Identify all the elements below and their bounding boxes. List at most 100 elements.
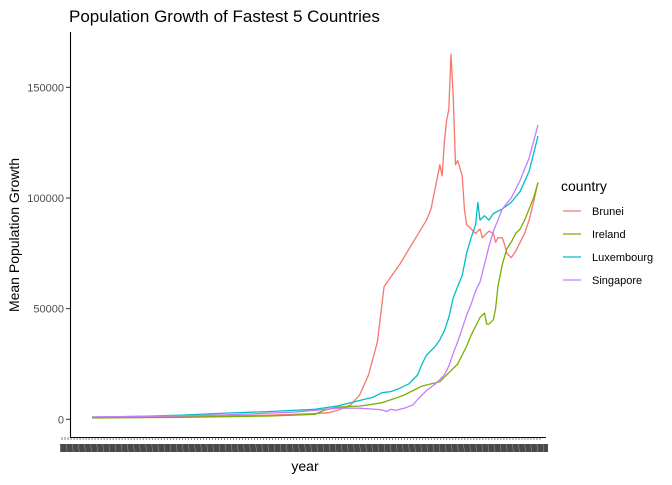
x-tick-label-texture (285, 443, 288, 453)
y-ticks: 0 50000 100000 150000 (27, 82, 70, 426)
x-tick-label-texture (237, 443, 239, 453)
x-tick-label-texture (389, 443, 392, 453)
series-line-ireland (91, 182, 539, 419)
chart-title: Population Growth of Fastest 5 Countries (69, 7, 380, 26)
x-tick-label-texture (145, 443, 147, 453)
x-tick-label-texture (444, 443, 447, 453)
x-tick-labels-overlap (60, 444, 548, 452)
x-tick-label-texture (450, 443, 453, 453)
x-tick-label-texture (133, 443, 135, 453)
x-tick-label-texture (71, 443, 74, 453)
x-tick-label-texture (328, 443, 331, 453)
x-axis-label: year (291, 458, 319, 474)
y-tick-label: 50000 (33, 304, 64, 316)
y-tick-label: 150000 (27, 82, 64, 94)
legend: country Brunei Ireland Luxembourg Singapore (561, 178, 653, 287)
x-tick-label-texture (395, 443, 398, 453)
x-tick-label-texture (530, 443, 532, 453)
x-tick-label-texture (84, 443, 86, 453)
x-tick-label-texture (457, 443, 459, 453)
x-ticks (59, 437, 548, 453)
x-tick-label-texture (255, 443, 257, 453)
x-tick-label-texture (218, 443, 221, 453)
y-tick-label: 0 (58, 414, 64, 426)
legend-label-ireland: Ireland (592, 229, 626, 241)
x-tick-label-texture (408, 443, 410, 453)
x-tick-label-texture (536, 443, 539, 453)
legend-items: Brunei Ireland Luxembourg Singapore (563, 206, 653, 287)
x-tick-label-texture (334, 443, 337, 453)
x-tick-label-texture (78, 443, 80, 453)
x-tick-label-texture (59, 443, 62, 453)
x-tick-label-texture (518, 443, 520, 453)
x-tick-label-texture (206, 443, 208, 453)
x-tick-label-texture (365, 443, 367, 453)
x-tick-label-texture (432, 443, 435, 453)
x-tick-label-texture (188, 443, 190, 453)
axes (69, 32, 546, 439)
x-tick-label-texture (377, 443, 380, 453)
x-tick-label-texture (108, 443, 111, 453)
x-tick-label-texture (157, 443, 160, 453)
x-tick-label-texture (499, 443, 502, 453)
x-tick-label-texture (353, 443, 355, 453)
x-tick-label-texture (383, 443, 386, 453)
x-tick-label-texture (102, 443, 105, 453)
x-tick-label-texture (96, 443, 98, 453)
x-tick-label-texture (463, 443, 465, 453)
x-tick-label-texture (493, 443, 496, 453)
x-tick-label-texture (322, 443, 325, 453)
x-tick-label-texture (224, 443, 227, 453)
x-tick-label-texture (200, 443, 202, 453)
x-tick-label-texture (90, 443, 92, 453)
x-tick-label-texture (481, 443, 484, 453)
x-tick-label-texture (230, 443, 233, 453)
x-tick-label-texture (298, 443, 300, 453)
x-tick-label-texture (163, 443, 166, 453)
x-tick-label-texture (273, 443, 276, 453)
x-tick-label-texture (292, 443, 294, 453)
x-tick-label-texture (340, 443, 343, 453)
x-tick-label-texture (310, 443, 312, 453)
y-tick-label: 100000 (27, 193, 64, 205)
x-tick-label-texture (261, 443, 263, 453)
series-line-singapore (91, 124, 539, 418)
x-tick-label-texture (359, 443, 361, 453)
x-tick-label-texture (414, 443, 416, 453)
x-tick-label-texture (475, 443, 477, 453)
x-tick-label-texture (212, 443, 215, 453)
y-axis-label: Mean Population Growth (6, 158, 22, 312)
x-tick-label-texture (487, 443, 490, 453)
x-tick-label-texture (139, 443, 141, 453)
x-tick-label-texture (426, 443, 429, 453)
legend-title: country (561, 178, 607, 194)
series-line-brunei (91, 53, 539, 418)
x-tick-label-texture (542, 443, 545, 453)
x-tick-label-texture (126, 443, 129, 453)
x-tick-label-texture (151, 443, 153, 453)
x-tick-label-texture (506, 443, 508, 453)
x-tick-label-texture (420, 443, 422, 453)
series-lines (91, 53, 539, 419)
x-tick-label-texture (469, 443, 471, 453)
legend-label-luxembourg: Luxembourg (592, 252, 653, 264)
x-tick-label-texture (402, 443, 404, 453)
x-tick-label-texture (114, 443, 117, 453)
x-tick-label-texture (249, 443, 251, 453)
x-tick-label-texture (182, 443, 184, 453)
legend-label-singapore: Singapore (592, 275, 642, 287)
x-tick-label-texture (304, 443, 306, 453)
x-tick-label-texture (316, 443, 319, 453)
x-tick-label-texture (175, 443, 178, 453)
x-tick-label-texture (524, 443, 526, 453)
series-line-luxembourg (91, 135, 539, 418)
x-tick-label-texture (512, 443, 514, 453)
x-tick-label-texture (243, 443, 245, 453)
x-tick-label-texture (438, 443, 441, 453)
x-tick-label-texture (120, 443, 123, 453)
x-tick-label-texture (347, 443, 349, 453)
legend-label-brunei: Brunei (592, 206, 624, 218)
x-tick-label-texture (169, 443, 172, 453)
